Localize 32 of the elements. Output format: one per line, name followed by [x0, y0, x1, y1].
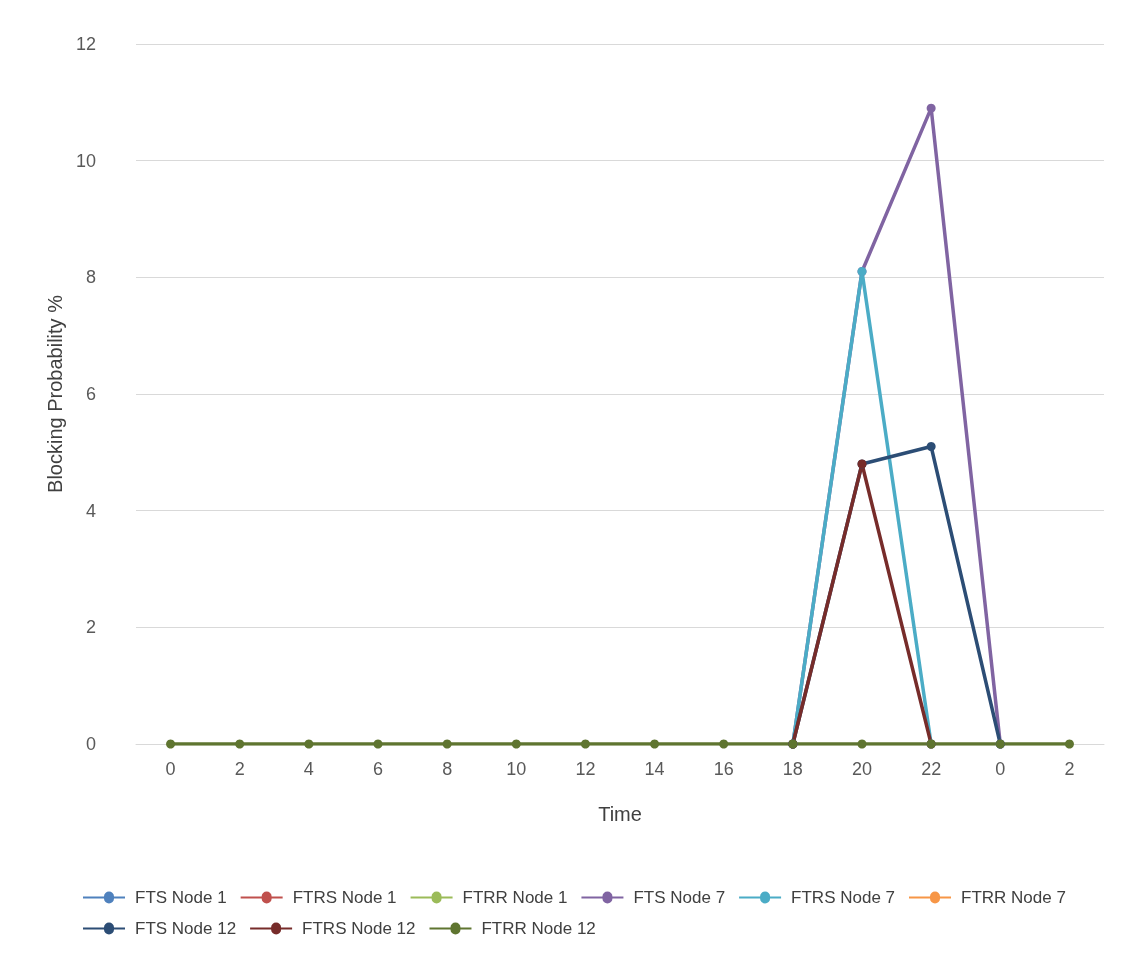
x-tick-label: 18: [782, 759, 803, 779]
legend-label: FTS Node 12: [135, 919, 237, 938]
y-tick-label: 0: [85, 734, 96, 754]
legend-label: FTRS Node 12: [302, 919, 416, 938]
x-tick-label: 0: [995, 759, 1006, 779]
y-tick-label: 2: [85, 617, 96, 638]
legend-label: FTRS Node 7: [791, 888, 896, 907]
legend-label: FTRR Node 12: [481, 919, 596, 938]
y-tick-label: 4: [85, 500, 96, 521]
y-tick-label: 8: [85, 267, 96, 288]
legend-label: FTRS Node 1: [292, 888, 397, 907]
legend-label: FTRR Node 1: [462, 888, 568, 907]
x-tick-label: 2: [234, 759, 245, 779]
x-tick-label: 0: [165, 759, 176, 779]
legend-label: FTRR Node 7: [961, 888, 1066, 907]
x-tick-label: 6: [372, 759, 384, 779]
y-tick-label: 10: [75, 150, 96, 171]
x-tick-label: 2: [1064, 759, 1075, 779]
x-axis-title: Time: [598, 803, 642, 825]
x-tick-label: 22: [921, 759, 942, 779]
x-tick-label: 4: [303, 759, 314, 779]
legend-label: FTS Node 7: [633, 888, 726, 907]
x-tick-label: 20: [851, 759, 873, 779]
y-axis-title: Blocking Probability %: [44, 294, 67, 493]
x-tick-label: 10: [506, 759, 527, 779]
x-tick-label: 8: [442, 759, 453, 779]
x-tick-label: 14: [644, 759, 665, 779]
x-tick-label: 16: [713, 759, 734, 779]
legend-label: FTS Node 1: [135, 888, 227, 907]
x-tick-label: 12: [575, 759, 596, 779]
y-tick-label: 12: [75, 34, 96, 54]
y-tick-label: 6: [85, 384, 96, 404]
